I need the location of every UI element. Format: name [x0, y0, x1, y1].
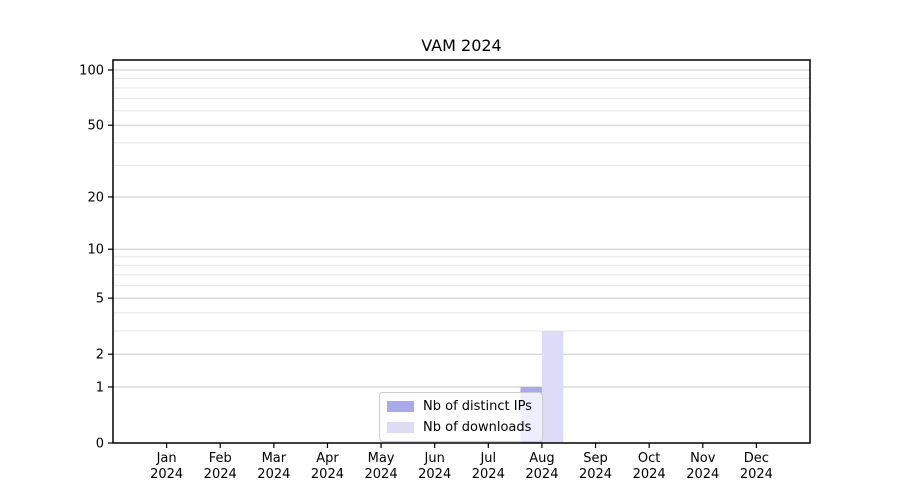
x-tick-label-month: Aug: [529, 451, 554, 466]
x-tick-label-year: 2024: [204, 467, 237, 482]
x-tick-label-year: 2024: [633, 467, 666, 482]
legend-swatch-downloads: [387, 422, 414, 433]
y-tick-label: 0: [96, 437, 104, 452]
x-tick-label-month: May: [368, 451, 395, 466]
legend-item-downloads: Nb of downloads: [387, 419, 532, 436]
x-tick-label-month: Mar: [262, 451, 287, 466]
x-tick-label-year: 2024: [686, 467, 719, 482]
x-tick-label-month: Feb: [209, 451, 232, 466]
y-tick-label: 1: [96, 380, 104, 395]
x-tick-label-month: Oct: [638, 451, 660, 466]
x-tick-label-year: 2024: [418, 467, 451, 482]
x-tick-label-year: 2024: [311, 467, 344, 482]
x-tick-label-month: Nov: [690, 451, 716, 466]
x-tick-label-month: Apr: [316, 451, 339, 466]
x-tick-label-year: 2024: [740, 467, 773, 482]
x-tick-label-year: 2024: [365, 467, 398, 482]
legend-label-distinct-ips: Nb of distinct IPs: [423, 399, 532, 414]
x-tick-label-year: 2024: [150, 467, 183, 482]
x-tick-label-year: 2024: [525, 467, 558, 482]
legend-label-downloads: Nb of downloads: [423, 420, 532, 435]
y-tick-label: 5: [96, 292, 104, 307]
x-tick-label-month: Jun: [424, 451, 445, 466]
bar-nb-of-downloads: [541, 330, 564, 443]
y-tick-label: 100: [79, 64, 104, 79]
y-tick-label: 10: [87, 243, 104, 258]
legend: Nb of distinct IPs Nb of downloads: [379, 392, 543, 442]
x-tick-label-month: Jan: [156, 451, 177, 466]
x-tick-label-month: Sep: [583, 451, 608, 466]
x-tick-label-year: 2024: [472, 467, 505, 482]
legend-swatch-distinct-ips: [387, 401, 414, 412]
y-tick-label: 50: [87, 119, 104, 134]
x-tick-label-month: Jul: [479, 451, 496, 466]
x-tick-label-month: Dec: [744, 451, 769, 466]
legend-item-distinct-ips: Nb of distinct IPs: [387, 398, 532, 415]
y-tick-label: 2: [96, 348, 104, 363]
x-tick-label-year: 2024: [257, 467, 290, 482]
chart-title: VAM 2024: [421, 36, 502, 55]
x-tick-label-year: 2024: [579, 467, 612, 482]
plot-border: [112, 59, 811, 444]
y-tick-label: 20: [87, 190, 104, 205]
